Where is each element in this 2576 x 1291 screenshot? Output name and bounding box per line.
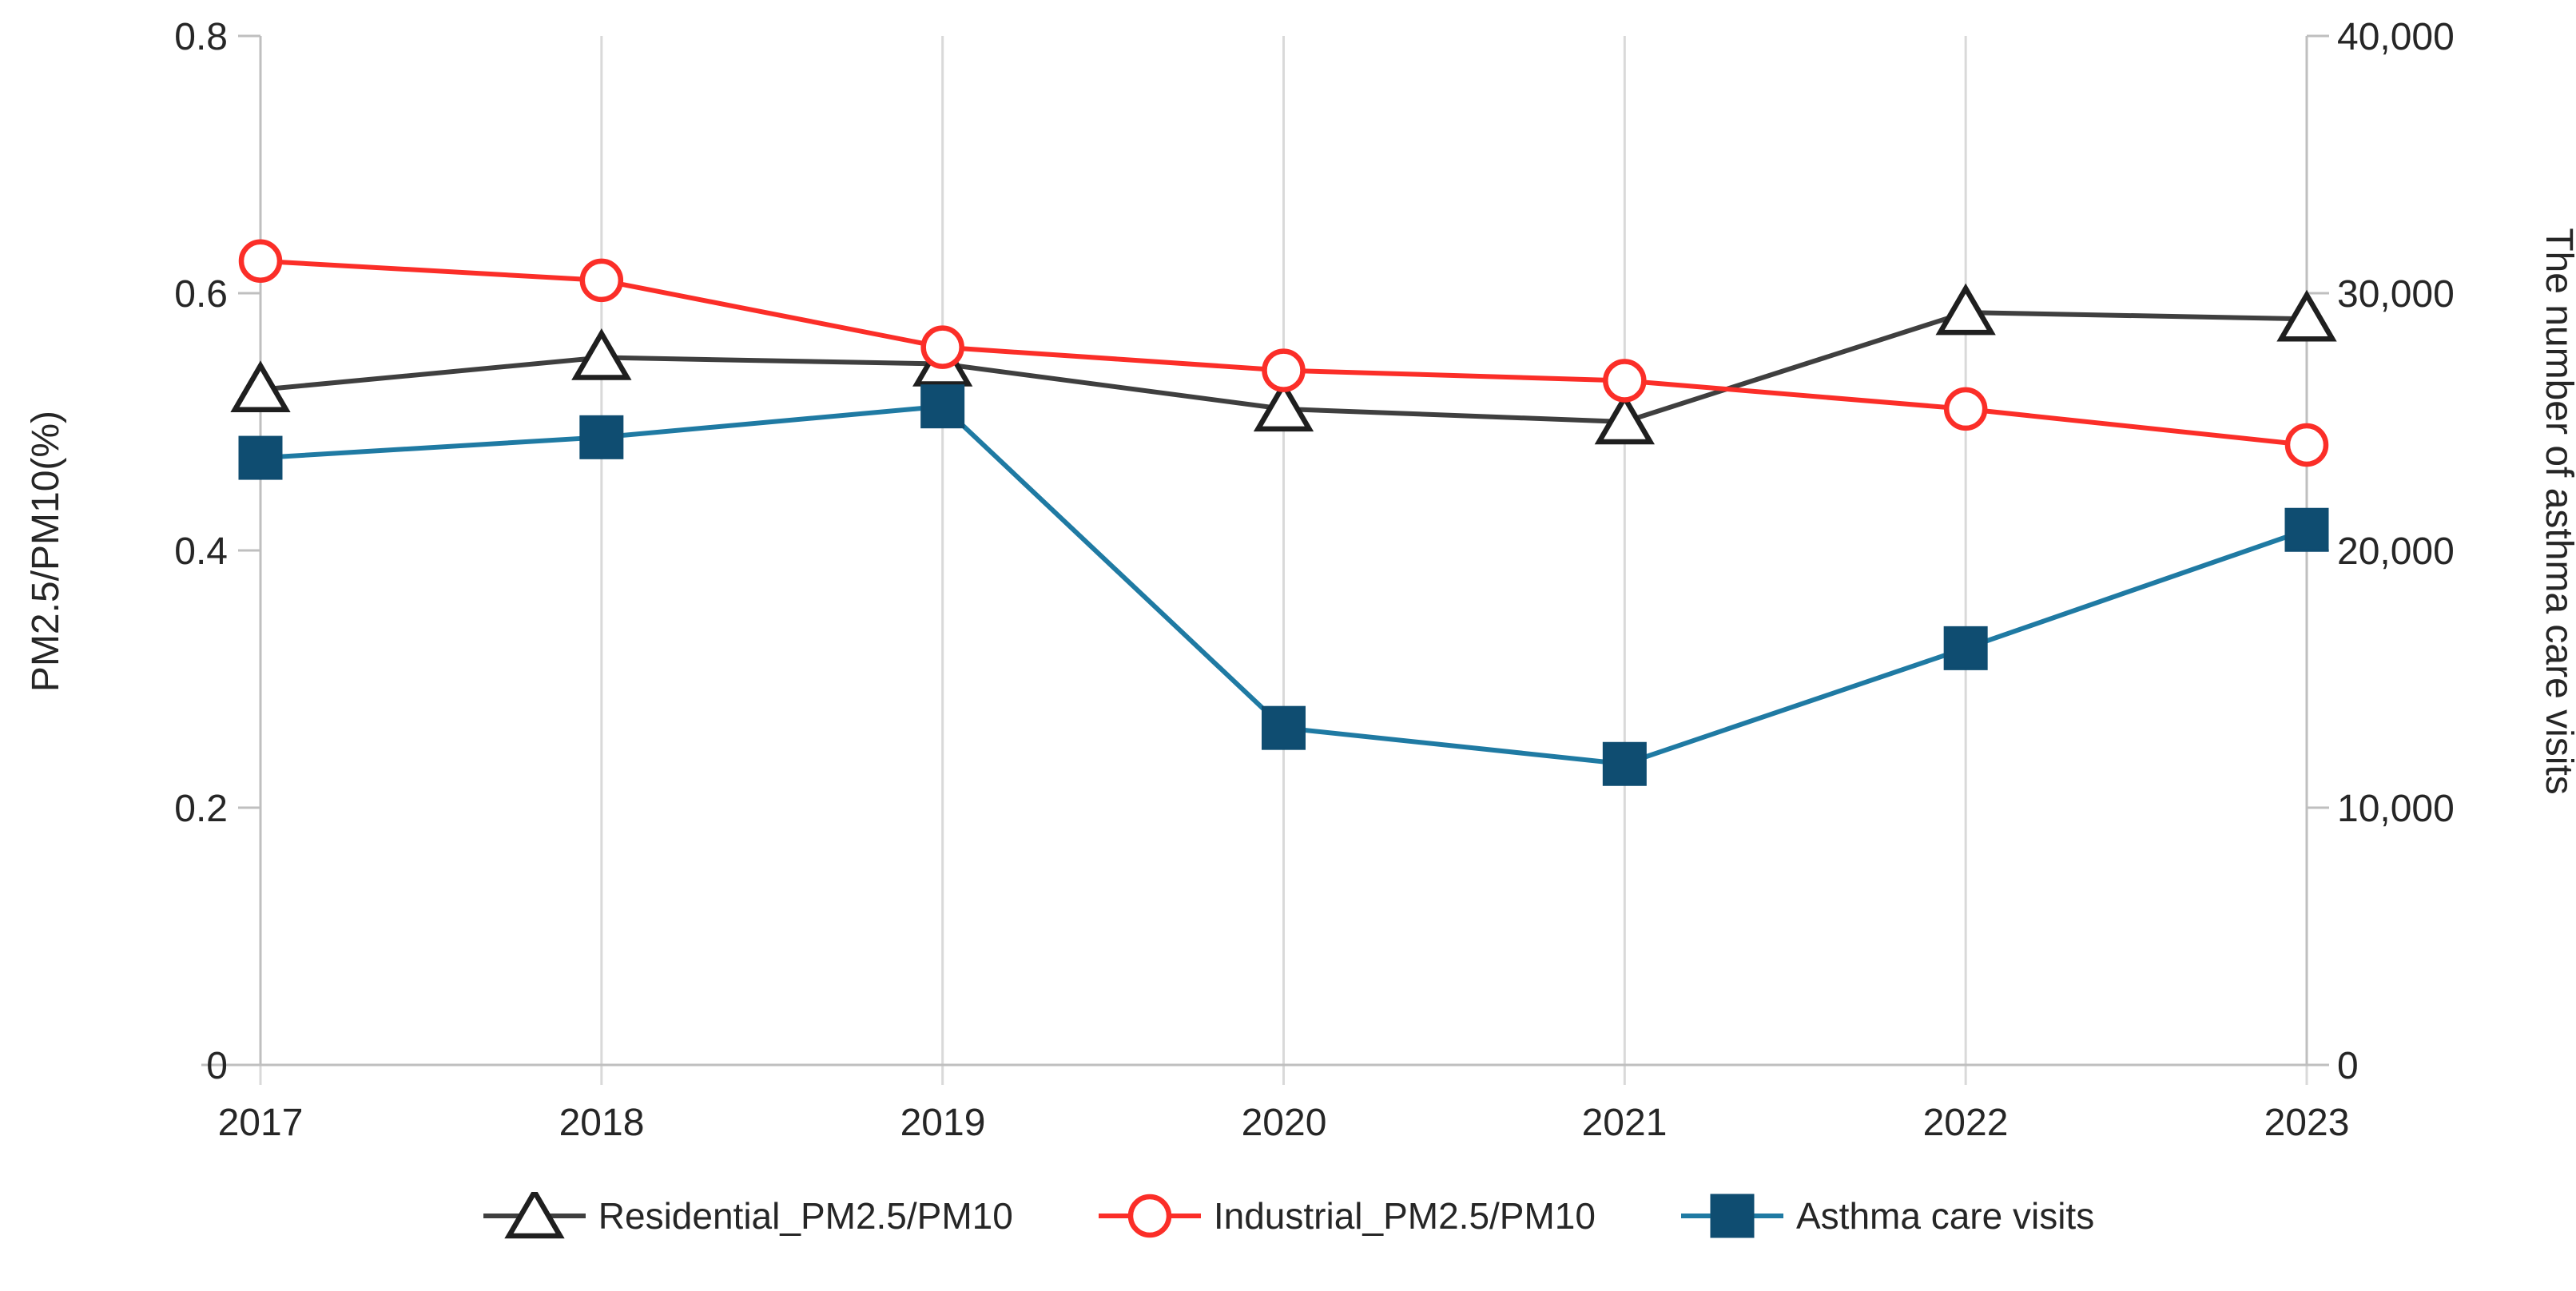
- right-axis-tick: 40,000: [2337, 16, 2455, 58]
- x-axis-tick: 2022: [1922, 1102, 2009, 1144]
- legend-marker-residential-pm2-5-pm10: [504, 1192, 565, 1239]
- legend-marker-industrial-pm2-5-pm10: [1127, 1194, 1172, 1238]
- left-axis-tick: 0.2: [174, 788, 228, 830]
- marker-asthma-care-visits: [238, 435, 283, 480]
- legend: Residential_PM2.5/PM10 Industrial_PM2.5/…: [0, 1192, 2576, 1240]
- left-axis-tick: 0: [206, 1045, 228, 1087]
- x-axis-tick: 2020: [1241, 1102, 1327, 1144]
- marker-asthma-care-visits: [1262, 705, 1306, 750]
- legend-item-industrial: Industrial_PM2.5/PM10: [1097, 1192, 1596, 1240]
- legend-label: Asthma care visits: [1795, 1195, 2095, 1237]
- right-axis-title: The number of asthma care visits: [2538, 228, 2576, 795]
- x-axis-tick: 2023: [2264, 1102, 2350, 1144]
- left-axis-tick: 0.8: [174, 16, 228, 58]
- marker-residential-pm2-5-pm10: [2276, 289, 2337, 342]
- x-axis-tick: 2019: [900, 1102, 986, 1144]
- right-axis-tick: 30,000: [2337, 273, 2455, 316]
- marker-residential-pm2-5-pm10: [1935, 283, 1996, 336]
- series-residential-pm2-5-pm10: [230, 283, 2337, 445]
- right-axis-tick: 10,000: [2337, 788, 2455, 830]
- x-axis-tick: 2021: [1581, 1102, 1668, 1144]
- marker-residential-pm2-5-pm10: [1594, 392, 1655, 445]
- legend-item-residential: Residential_PM2.5/PM10: [482, 1192, 1013, 1240]
- industrial-series-swatch-icon: [1098, 1194, 1201, 1238]
- legend-item-asthma: Asthma care visits: [1680, 1192, 2094, 1240]
- asthma-series-swatch-icon: [1680, 1194, 1783, 1238]
- marker-industrial-pm2-5-pm10: [2284, 423, 2329, 467]
- marker-asthma-care-visits: [1943, 626, 1988, 670]
- left-axis-tick: 0.6: [174, 273, 228, 316]
- marker-asthma-care-visits: [2284, 507, 2329, 552]
- marker-industrial-pm2-5-pm10: [920, 325, 964, 369]
- series-asthma-care-visits: [238, 384, 2329, 786]
- marker-industrial-pm2-5-pm10: [1943, 387, 1988, 431]
- left-axis-title: PM2.5/PM10(%): [25, 410, 67, 693]
- x-axis-tick: 2018: [559, 1102, 645, 1144]
- residential-series-swatch-icon: [483, 1192, 586, 1239]
- marker-asthma-care-visits: [579, 415, 624, 459]
- marker-asthma-care-visits: [920, 384, 965, 429]
- marker-residential-pm2-5-pm10: [230, 360, 291, 412]
- marker-residential-pm2-5-pm10: [1253, 379, 1314, 432]
- left-axis-tick: 0.4: [174, 530, 228, 573]
- series-industrial-pm2-5-pm10: [238, 239, 2329, 467]
- x-axis-tick: 2017: [217, 1102, 304, 1144]
- legend-label: Residential_PM2.5/PM10: [598, 1195, 1013, 1237]
- marker-industrial-pm2-5-pm10: [238, 239, 283, 283]
- legend-marker-asthma-care-visits: [1710, 1194, 1755, 1238]
- marker-industrial-pm2-5-pm10: [579, 258, 624, 303]
- legend-label: Industrial_PM2.5/PM10: [1213, 1195, 1596, 1237]
- right-axis-tick: 20,000: [2337, 530, 2455, 573]
- right-axis-tick: 0: [2337, 1045, 2359, 1087]
- marker-asthma-care-visits: [1602, 741, 1647, 786]
- marker-industrial-pm2-5-pm10: [1603, 359, 1647, 403]
- marker-industrial-pm2-5-pm10: [1262, 348, 1306, 392]
- marker-residential-pm2-5-pm10: [571, 328, 632, 380]
